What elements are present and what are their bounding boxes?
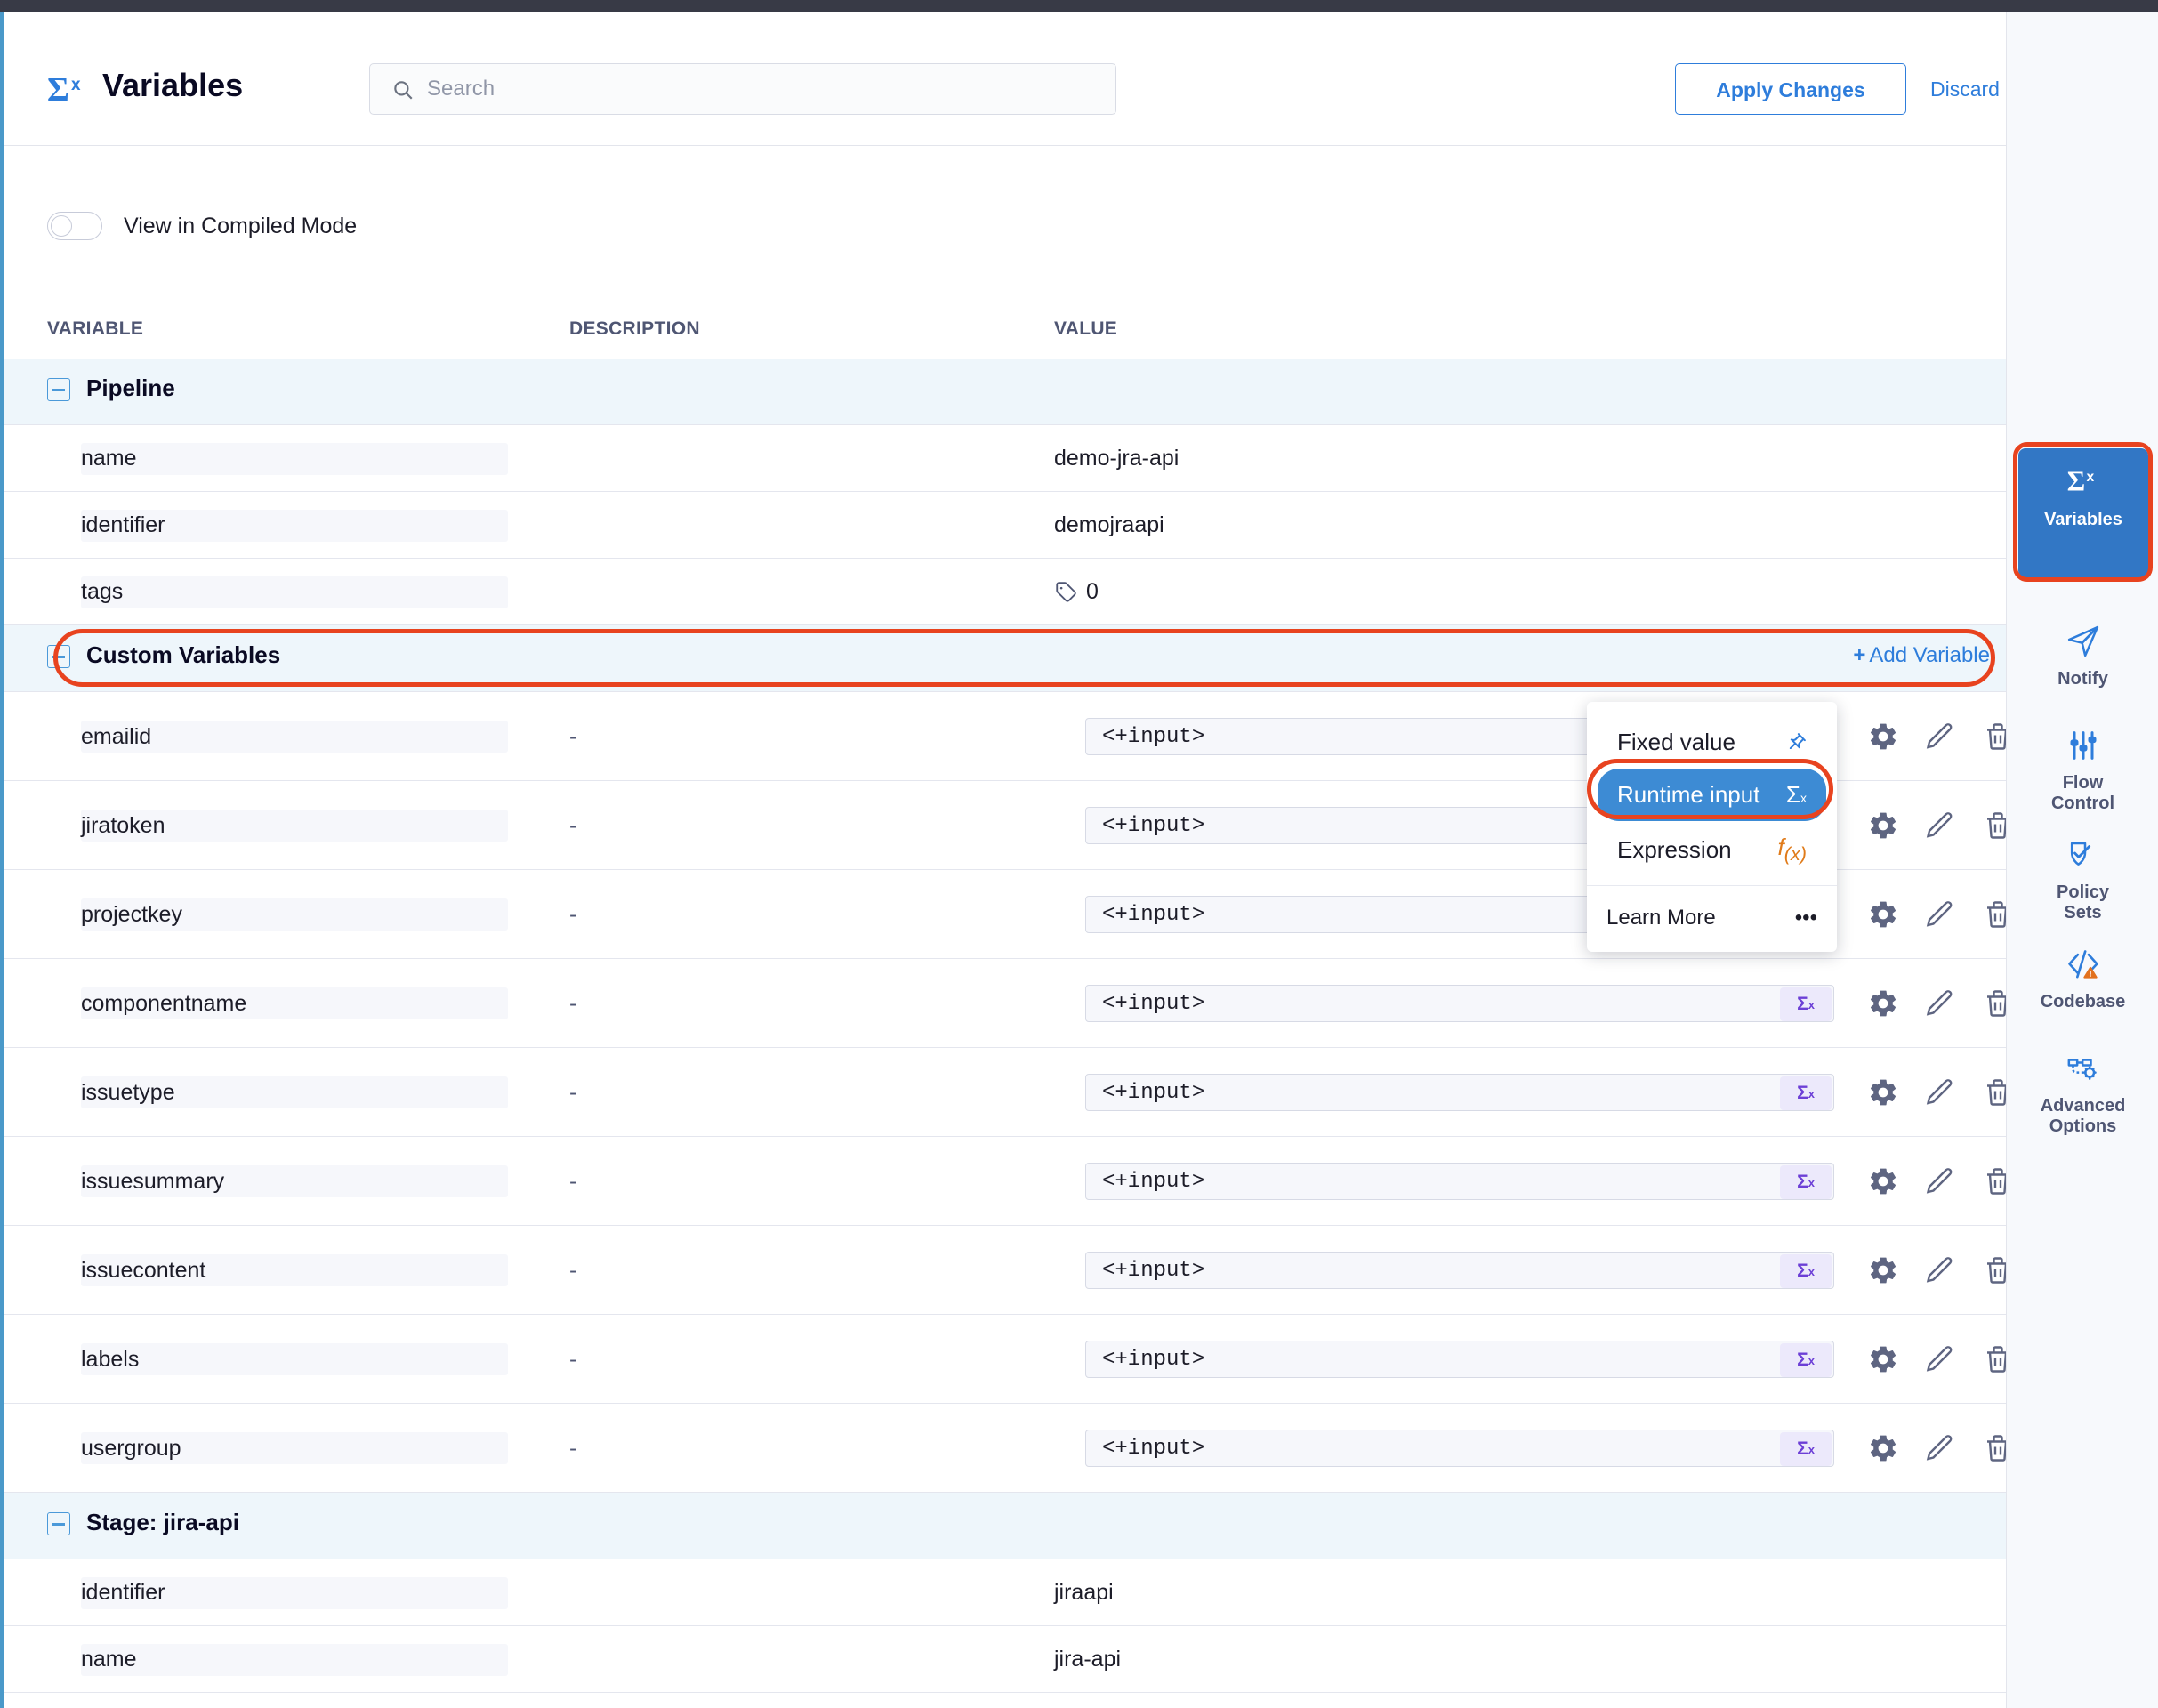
svg-text:Σ: Σ bbox=[2067, 466, 2085, 497]
svg-text:Σ: Σ bbox=[47, 71, 69, 109]
svg-text:x: x bbox=[71, 76, 81, 94]
svg-text:x: x bbox=[2086, 470, 2094, 485]
